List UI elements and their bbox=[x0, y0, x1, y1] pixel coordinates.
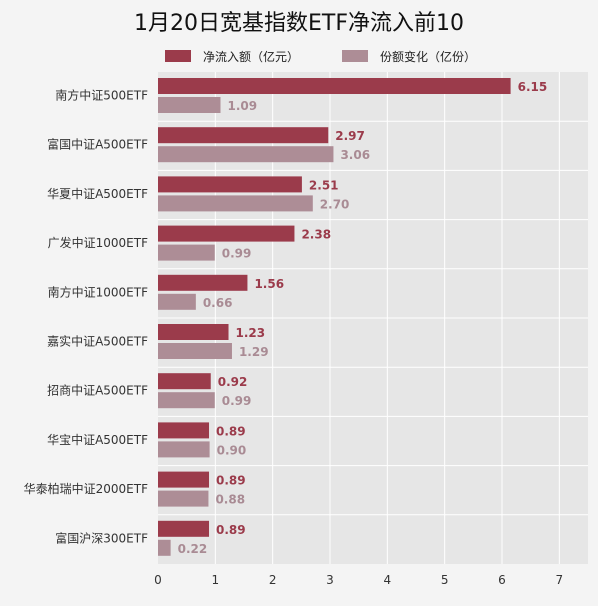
bar-value-label: 2.38 bbox=[301, 228, 331, 242]
chart-title: 1月20日宽基指数ETF净流入前10 bbox=[134, 11, 464, 36]
x-tick-label: 5 bbox=[441, 573, 449, 587]
category-label: 嘉实中证A500ETF bbox=[47, 334, 148, 349]
bar bbox=[158, 441, 210, 458]
bar bbox=[158, 490, 209, 507]
bar bbox=[158, 195, 313, 212]
category-label: 招商中证A500ETF bbox=[47, 383, 148, 398]
x-tick-label: 0 bbox=[154, 573, 162, 587]
bar bbox=[158, 244, 215, 261]
category-label: 华泰柏瑞中证2000ETF bbox=[24, 481, 148, 496]
bar-value-label: 2.97 bbox=[335, 129, 365, 143]
x-tick-label: 7 bbox=[556, 573, 564, 587]
category-label: 广发中证1000ETF bbox=[48, 235, 148, 250]
bar-value-label: 2.51 bbox=[309, 178, 339, 192]
category-label: 华夏中证A500ETF bbox=[47, 186, 148, 201]
bar-value-label: 1.09 bbox=[227, 99, 257, 113]
legend: 净流入额（亿元） 份额变化（亿份） bbox=[165, 49, 476, 64]
legend-swatch-inflow bbox=[165, 50, 191, 62]
bar bbox=[158, 392, 215, 409]
category-label: 华宝中证A500ETF bbox=[47, 432, 148, 447]
bar-value-label: 0.99 bbox=[222, 247, 252, 261]
x-tick-label: 6 bbox=[498, 573, 506, 587]
category-label: 富国沪深300ETF bbox=[55, 530, 148, 545]
x-tick-label: 1 bbox=[212, 573, 220, 587]
bar-value-label: 1.56 bbox=[254, 277, 284, 291]
bar bbox=[158, 274, 248, 291]
bar bbox=[158, 373, 211, 390]
bar bbox=[158, 176, 302, 193]
bar-value-label: 0.22 bbox=[178, 542, 208, 556]
bar bbox=[158, 146, 334, 163]
bar bbox=[158, 422, 210, 439]
bar bbox=[158, 97, 221, 113]
bar bbox=[158, 471, 210, 488]
bar-value-label: 0.89 bbox=[216, 523, 246, 537]
bar-value-label: 3.06 bbox=[340, 148, 370, 162]
bar-value-label: 2.70 bbox=[320, 197, 350, 211]
bar-value-label: 0.89 bbox=[216, 424, 246, 438]
category-label: 南方中证500ETF bbox=[55, 88, 148, 103]
bar-value-label: 0.88 bbox=[215, 493, 245, 507]
bar bbox=[158, 324, 229, 340]
category-labels: 南方中证500ETF 富国中证A500ETF 华夏中证A500ETF 广发中证1000… bbox=[24, 88, 148, 546]
bar-value-label: 0.92 bbox=[218, 375, 248, 389]
legend-label-inflow: 净流入额（亿元） bbox=[203, 49, 299, 64]
bar bbox=[158, 520, 210, 537]
bar bbox=[158, 293, 196, 310]
bar-value-label: 0.99 bbox=[222, 394, 252, 408]
bar-value-label: 0.66 bbox=[203, 296, 233, 310]
bar-value-label: 1.23 bbox=[236, 326, 266, 340]
category-label: 富国中证A500ETF bbox=[47, 137, 148, 152]
bar-value-label: 6.15 bbox=[518, 80, 548, 94]
bar-value-label: 0.90 bbox=[217, 443, 247, 457]
category-label: 南方中证1000ETF bbox=[48, 284, 148, 299]
bar-value-label: 1.29 bbox=[239, 345, 269, 359]
bar bbox=[158, 127, 329, 144]
bar-value-label: 0.89 bbox=[216, 474, 246, 488]
bars: 6.15 1.09 2.97 3.06 2.51 2.70 2.38 0.99 1.56 0.66… bbox=[158, 78, 547, 556]
bar bbox=[158, 225, 295, 242]
x-tick-label: 2 bbox=[269, 573, 277, 587]
bar bbox=[158, 78, 511, 94]
legend-swatch-share-change bbox=[342, 50, 368, 62]
x-tick-label: 4 bbox=[384, 573, 392, 587]
bar bbox=[158, 343, 232, 359]
legend-label-share-change: 份额变化（亿份） bbox=[380, 49, 476, 64]
tick-labels: 0 1 2 3 4 5 6 7 bbox=[154, 573, 563, 587]
x-tick-label: 3 bbox=[326, 573, 334, 587]
bar bbox=[158, 539, 171, 556]
